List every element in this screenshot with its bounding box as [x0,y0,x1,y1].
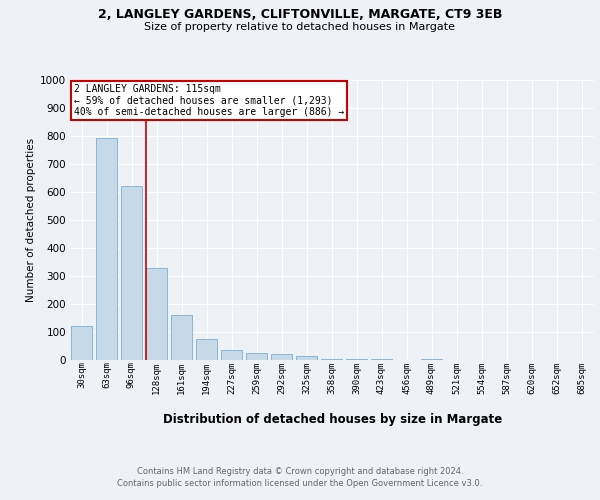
Text: Distribution of detached houses by size in Margate: Distribution of detached houses by size … [163,412,503,426]
Text: Contains HM Land Registry data © Crown copyright and database right 2024.: Contains HM Land Registry data © Crown c… [137,468,463,476]
Bar [121,186,142,360]
Bar [221,350,242,360]
Bar [196,338,217,360]
Bar [371,359,392,360]
Bar [321,358,342,360]
Bar [271,354,292,360]
Bar [71,326,92,360]
Text: 2, LANGLEY GARDENS, CLIFTONVILLE, MARGATE, CT9 3EB: 2, LANGLEY GARDENS, CLIFTONVILLE, MARGAT… [98,8,502,20]
Bar [246,353,267,360]
Bar [146,268,167,360]
Bar [96,138,117,360]
Bar [296,356,317,360]
Text: Size of property relative to detached houses in Margate: Size of property relative to detached ho… [145,22,455,32]
Bar [171,315,192,360]
Text: Contains public sector information licensed under the Open Government Licence v3: Contains public sector information licen… [118,479,482,488]
Text: 2 LANGLEY GARDENS: 115sqm
← 59% of detached houses are smaller (1,293)
40% of se: 2 LANGLEY GARDENS: 115sqm ← 59% of detac… [74,84,344,117]
Y-axis label: Number of detached properties: Number of detached properties [26,138,36,302]
Bar [421,358,442,360]
